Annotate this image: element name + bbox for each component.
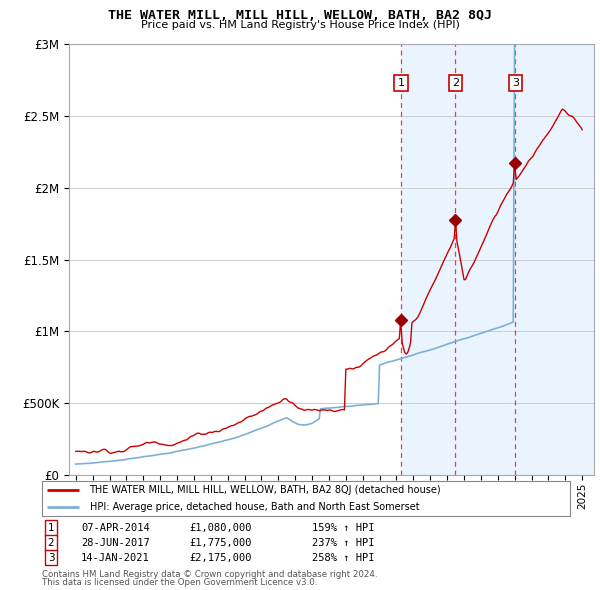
Text: £1,080,000: £1,080,000: [189, 523, 251, 533]
Text: 07-APR-2014: 07-APR-2014: [81, 523, 150, 533]
Text: 159% ↑ HPI: 159% ↑ HPI: [312, 523, 374, 533]
Bar: [401, 44, 596, 475]
Text: HPI: Average price, detached house, Bath and North East Somerset: HPI: Average price, detached house, Bath…: [89, 503, 419, 512]
Text: 2: 2: [452, 78, 459, 88]
Text: 3: 3: [47, 553, 55, 562]
Text: 3: 3: [512, 78, 519, 88]
Text: 28-JUN-2017: 28-JUN-2017: [81, 538, 150, 548]
Text: 1: 1: [47, 523, 55, 533]
Text: 14-JAN-2021: 14-JAN-2021: [81, 553, 150, 562]
Text: 237% ↑ HPI: 237% ↑ HPI: [312, 538, 374, 548]
Text: £1,775,000: £1,775,000: [189, 538, 251, 548]
Text: Price paid vs. HM Land Registry's House Price Index (HPI): Price paid vs. HM Land Registry's House …: [140, 20, 460, 30]
Text: This data is licensed under the Open Government Licence v3.0.: This data is licensed under the Open Gov…: [42, 578, 317, 588]
Text: Contains HM Land Registry data © Crown copyright and database right 2024.: Contains HM Land Registry data © Crown c…: [42, 569, 377, 579]
Text: 258% ↑ HPI: 258% ↑ HPI: [312, 553, 374, 562]
Text: THE WATER MILL, MILL HILL, WELLOW, BATH, BA2 8QJ: THE WATER MILL, MILL HILL, WELLOW, BATH,…: [108, 9, 492, 22]
Text: 1: 1: [398, 78, 404, 88]
Text: THE WATER MILL, MILL HILL, WELLOW, BATH, BA2 8QJ (detached house): THE WATER MILL, MILL HILL, WELLOW, BATH,…: [89, 486, 441, 496]
Text: £2,175,000: £2,175,000: [189, 553, 251, 562]
Text: 2: 2: [47, 538, 55, 548]
